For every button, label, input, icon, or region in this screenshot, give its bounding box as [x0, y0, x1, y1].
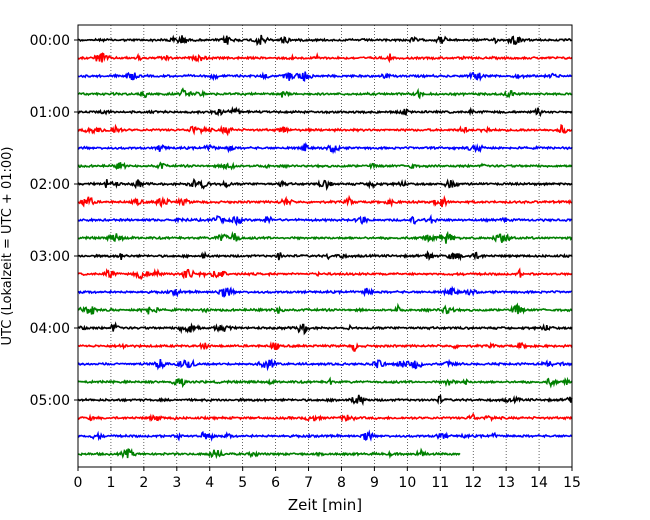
x-tick-label: 12: [464, 475, 482, 491]
x-tick-label: 13: [497, 475, 515, 491]
seismic-trace: [77, 321, 573, 336]
x-tick-label: 1: [106, 475, 115, 491]
seismic-trace: [77, 302, 573, 315]
seismic-trace: [77, 123, 573, 137]
x-tick-label: 14: [530, 475, 548, 491]
y-tick-label: 05:00: [30, 393, 70, 409]
x-tick-label: 0: [74, 475, 83, 491]
plot-frame: [77, 24, 573, 468]
seismic-trace: [77, 87, 573, 100]
seismic-trace: [77, 358, 573, 372]
seismic-trace: [77, 394, 573, 407]
seismic-trace: [77, 412, 573, 423]
trace-group: [77, 34, 573, 460]
seismic-trace: [77, 267, 573, 281]
x-tick-label: 3: [172, 475, 181, 491]
seismic-trace: [77, 141, 573, 155]
x-tick-label: 6: [271, 475, 280, 491]
seismic-trace: [77, 51, 573, 64]
x-tick-label: 9: [370, 475, 379, 491]
y-tick-label: 02:00: [30, 177, 70, 193]
y-tick-label: 00:00: [30, 33, 70, 49]
seismic-trace: [77, 447, 461, 460]
seismic-trace: [77, 194, 573, 209]
seismic-trace: [77, 285, 573, 298]
x-tick-label: 5: [238, 475, 247, 491]
x-tick-label: 11: [431, 475, 449, 491]
y-tick-label: 01:00: [30, 105, 70, 121]
x-tick-label: 7: [304, 475, 313, 491]
x-axis: 0 1 2 3 4 5 6 7 8 9 10 11 12 13 14 15: [74, 467, 581, 491]
seismic-trace: [77, 429, 573, 442]
seismic-trace: [77, 250, 573, 262]
seismic-trace: [77, 71, 573, 82]
x-tick-label: 8: [337, 475, 346, 491]
seismic-trace: [77, 230, 573, 244]
x-tick-label: 4: [205, 475, 214, 491]
y-tick-label: 04:00: [30, 321, 70, 337]
seismic-trace: [77, 341, 573, 352]
x-tick-label: 2: [139, 475, 148, 491]
seismic-trace: [77, 34, 573, 47]
x-tick-label: 10: [398, 475, 416, 491]
x-axis-label: Zeit [min]: [288, 496, 362, 514]
y-axis: 00:00 01:00 02:00 03:00 04:00 05:00: [30, 33, 78, 409]
seismic-trace: [77, 106, 573, 118]
seismic-trace: [77, 177, 573, 192]
seismic-trace: [77, 161, 573, 171]
y-tick-label: 03:00: [30, 249, 70, 265]
x-tick-label: 15: [563, 475, 581, 491]
y-axis-label: UTC (Lokalzeit = UTC + 01:00): [0, 147, 15, 346]
seismic-trace: [77, 213, 573, 227]
seismic-trace: [77, 376, 573, 389]
